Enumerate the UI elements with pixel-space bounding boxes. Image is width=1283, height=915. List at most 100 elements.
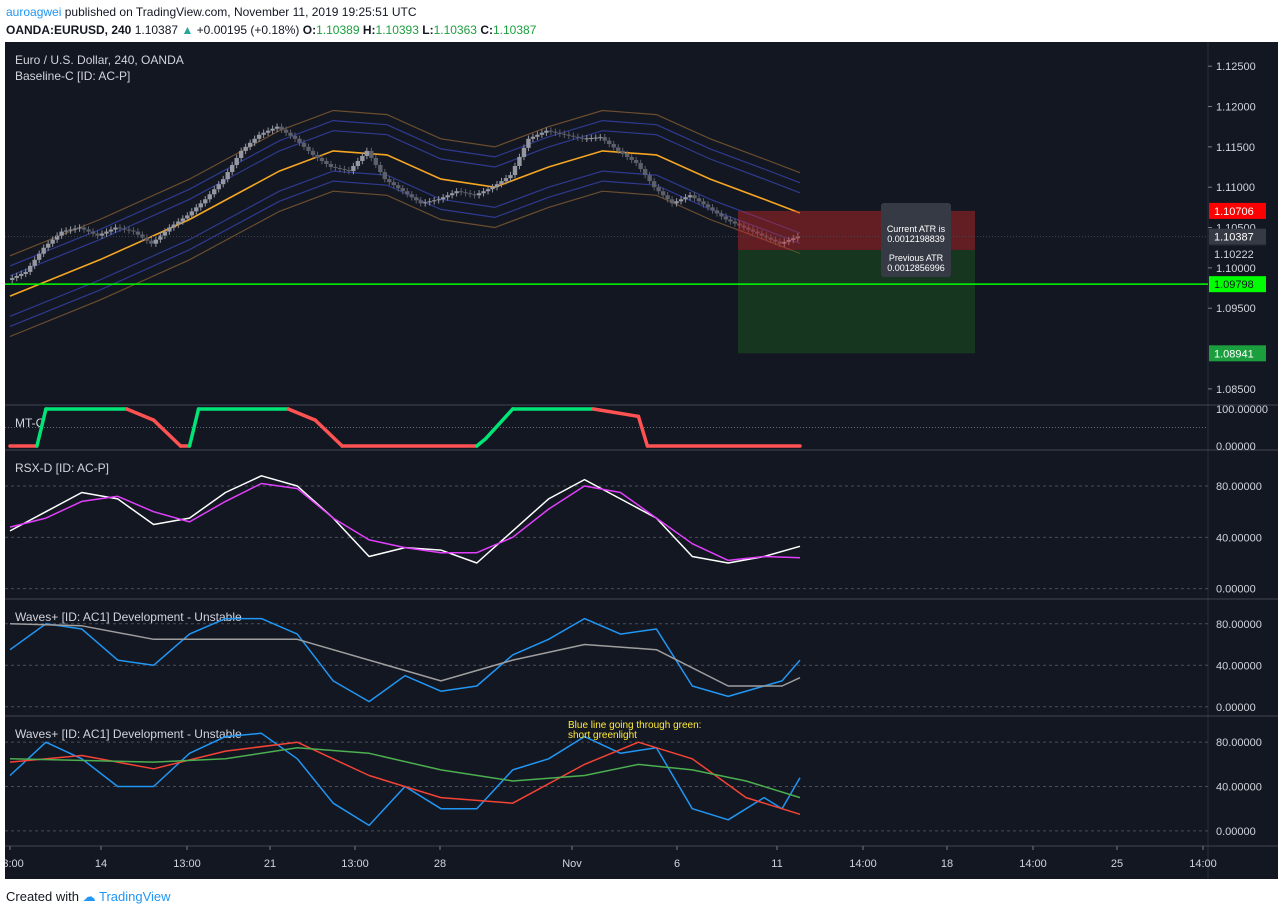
candle-body [768,237,774,240]
author-name[interactable]: auroagwei [6,5,62,19]
candle-body [418,200,423,204]
candle-body [517,156,522,167]
band-upper [9,119,801,267]
candle-body [705,204,711,208]
candle-body [238,150,244,158]
candle-body [346,170,352,172]
chart-canvas[interactable]: Euro / U.S. Dollar, 240, OANDA Baseline-C… [0,42,1278,879]
time-tick-label: 6 [674,858,680,870]
candle-body [243,146,248,151]
candle-body [795,236,800,239]
annotation-text: short greenlight [568,730,637,741]
candle-body [422,202,428,204]
candle-body [571,135,576,137]
candle-body [135,231,141,235]
mtc-segment [151,418,183,448]
candle-body [337,168,343,170]
candle-body [207,194,212,200]
candle-body [440,197,446,200]
footer: Created with ☁ TradingView [6,889,171,905]
candle-body [81,227,87,230]
candle-body [427,201,432,203]
price-label-base-bg [1209,245,1266,262]
high-value: 1.10393 [375,23,419,37]
candle-body [153,239,159,244]
time-tick-label: 28 [434,858,446,870]
candle-body [710,207,715,211]
candle-body [607,140,612,145]
price-tick-label: 1.09500 [1216,303,1256,315]
candle-body [216,184,221,190]
candle-body [503,178,509,182]
candle-body [14,275,19,278]
time-tick-label: 25 [1111,858,1123,870]
candle-body [674,201,679,204]
candle-body [382,172,388,180]
close-value: 1.10387 [492,23,537,37]
mtc-segment [484,407,515,441]
mtc-segment [636,414,650,448]
candle-body [270,128,275,131]
candle-body [773,239,778,242]
waves-green-line [9,746,801,799]
candle-body [95,233,100,236]
band-lower [9,190,801,338]
symbol-name: OANDA:EURUSD, 240 [6,23,132,37]
time-tick-label: 13:00 [5,858,24,870]
time-tick-label: 14:00 [1189,858,1217,870]
band-upper [9,130,801,277]
time-tick-label: 13:00 [173,858,201,870]
candle-body [221,179,226,185]
candle-body [144,237,150,241]
candle-body [140,234,145,238]
candle-body [750,229,756,232]
time-tick-label: 18 [941,858,953,870]
rsx-white-line [9,475,801,564]
candle-body [131,230,136,232]
candle-body [32,259,37,266]
atr-previous-value: 0.0012856996 [887,263,945,273]
candle-body [409,194,414,198]
candle-body [539,132,545,135]
candle-body [530,136,536,139]
pane-title: RSX-D [ID: AC-P] [15,461,109,475]
candle-body [108,229,114,232]
candle-body [481,191,486,194]
candle-body [360,155,365,161]
candle-body [557,132,563,134]
candle-body [198,203,203,208]
candle-body [562,133,567,135]
candle-body [791,238,796,241]
candle-body [651,181,657,188]
time-tick-label: Nov [562,858,582,870]
candle-body [526,138,531,148]
candle-body [553,131,558,133]
chart-area[interactable]: Euro / U.S. Dollar, 240, OANDA Baseline-C… [0,42,1278,879]
candle-body [696,198,702,202]
candle-body [647,175,652,182]
price-label-base: 1.10222 [1214,249,1254,261]
candle-body [36,253,42,260]
candle-body [194,207,199,212]
candle-body [212,189,217,195]
last-price: 1.10387 [134,23,179,37]
candle-body [633,159,639,163]
candle-body [261,132,266,135]
candle-body [611,144,616,148]
price-tick-label: 1.10000 [1216,263,1256,275]
candle-body [288,132,293,136]
candle-body [229,165,235,173]
candle-body [535,134,540,137]
candle-body [548,130,554,132]
tradingview-link[interactable]: TradingView [99,889,171,904]
candle-body [512,166,518,176]
candle-body [292,135,298,139]
candle-body [297,138,302,143]
candle-body [786,240,791,242]
candle-body [575,136,581,138]
candle-body [777,241,783,244]
candle-body [355,160,361,167]
pane-title: Euro / U.S. Dollar, 240, OANDA [15,53,184,67]
candle-body [499,181,504,185]
candle-body [171,224,177,228]
